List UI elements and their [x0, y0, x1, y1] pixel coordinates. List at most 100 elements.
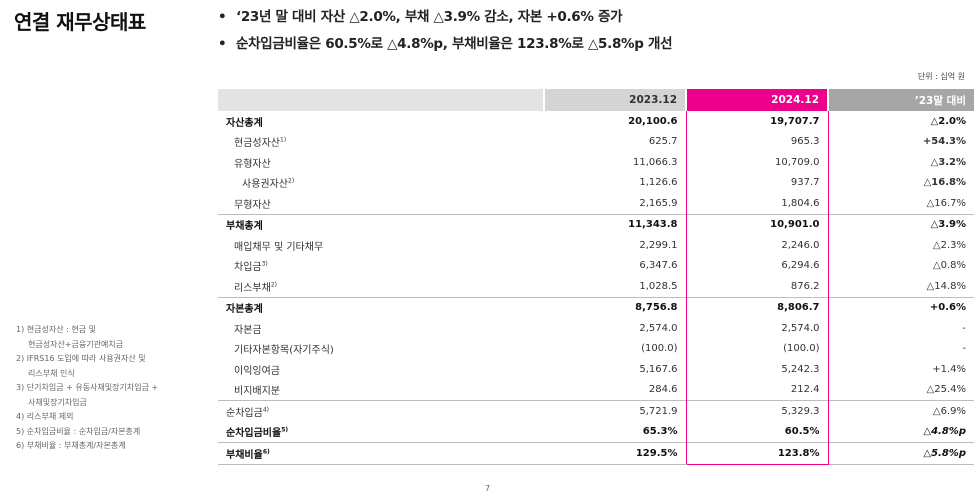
- value-change: △4.8%p: [923, 426, 966, 438]
- header-label-cell: [218, 89, 544, 111]
- value-2023: 1,126.6: [639, 177, 678, 189]
- footnotes: 1) 현금성자산 : 현금 및 현금성자산+금융기관예치금 2) IFRS16 …: [16, 323, 206, 454]
- value-2023: 2,574.0: [639, 322, 678, 334]
- table-row: 순차입금4) 5,721.9 5,329.3 △6.9%: [218, 400, 974, 422]
- table-row: 유형자산 11,066.3 10,709.0 △3.2%: [218, 152, 974, 173]
- table-row: 이익잉여금 5,167.6 5,242.3 +1.4%: [218, 359, 974, 380]
- value-2024: 8,806.7: [685, 296, 829, 318]
- footnote: 6) 부채비율 : 부채총계/자본총계: [16, 441, 126, 450]
- table-row: 무형자산 2,165.9 1,804.6 △16.7%: [218, 193, 974, 214]
- table-row: 기타자본항목(자기주식) (100.0) (100.0) -: [218, 338, 974, 359]
- summary-bullet: • ‘23년 말 대비 자산 △2.0%, 부채 △3.9% 감소, 자본 +0.…: [218, 6, 672, 33]
- value-2023: 1,028.5: [639, 280, 678, 292]
- bullet-dot-icon: •: [218, 36, 227, 52]
- bullet-dot-icon: •: [218, 9, 227, 25]
- table-header-row: 2023.12 2024.12 ’23말 대비: [218, 89, 974, 111]
- row-label: 리스부채2): [234, 281, 277, 294]
- row-label: 자본금: [234, 324, 262, 336]
- footnote: 5) 순차입금비율 : 순차입금/자본총계: [16, 426, 141, 436]
- header-2023: 2023.12: [543, 89, 686, 111]
- value-change: △6.9%: [828, 400, 974, 422]
- value-2024: 19,707.7: [685, 111, 829, 132]
- row-label: 유형자산: [234, 158, 271, 170]
- value-change: △0.8%: [932, 260, 966, 272]
- table-row: 매입채무 및 기타채무 2,299.1 2,246.0 △2.3%: [218, 235, 974, 256]
- value-change: -: [962, 322, 966, 334]
- value-2024: 5,242.3: [685, 359, 829, 380]
- row-label: 비지배지분: [234, 386, 280, 398]
- row-label: 현금성자산1): [234, 136, 287, 150]
- value-2023: 5,721.9: [544, 400, 686, 422]
- summary-bullets: • ‘23년 말 대비 자산 △2.0%, 부채 △3.9% 감소, 자본 +0.…: [218, 6, 673, 60]
- row-label: 부채비율6): [218, 442, 544, 465]
- value-2023: 65.3%: [642, 426, 678, 438]
- value-2024: 2,574.0: [685, 318, 829, 339]
- row-label: 사용권자산2): [242, 177, 295, 191]
- summary-bullet-text: ‘23년 말 대비 자산 △2.0%, 부채 △3.9% 감소, 자본 +0.6…: [236, 9, 623, 25]
- value-2024: 60.5%: [685, 421, 829, 443]
- row-label: 부채총계: [218, 213, 544, 235]
- balance-sheet-table: 2023.12 2024.12 ’23말 대비 자산총계 20,100.6 19…: [218, 89, 974, 465]
- value-2024: 5,329.3: [685, 400, 829, 422]
- table-row: 자본금 2,574.0 2,574.0 -: [218, 318, 974, 339]
- value-2024: 212.4: [685, 379, 829, 401]
- value-2023: 2,165.9: [639, 197, 678, 209]
- value-change: △3.2%: [930, 156, 966, 168]
- footnote: 4) 리스부채 제외: [16, 412, 74, 421]
- value-2023: 5,167.6: [639, 363, 678, 375]
- table-row: 자본총계 8,756.8 8,806.7 +0.6%: [218, 296, 974, 318]
- row-label: 자산총계: [226, 117, 263, 129]
- value-2024: 1,804.6: [685, 193, 829, 214]
- table-row: 사용권자산2) 1,126.6 937.7 △16.8%: [218, 172, 974, 193]
- value-2023: 129.5%: [544, 442, 686, 465]
- value-change: △2.3%: [932, 239, 966, 251]
- footnote: 사채및장기차입금: [28, 397, 87, 407]
- page-title: 연결 재무상태표: [14, 10, 146, 34]
- value-change: +0.6%: [828, 296, 974, 318]
- footnote: 3) 단기차입금 + 유동사채및장기차입금 +: [16, 383, 159, 392]
- row-label: 자본총계: [218, 296, 544, 318]
- value-change: △16.8%: [923, 177, 966, 189]
- table-row: 순차입금비율5) 65.3% 60.5% △4.8%p: [218, 421, 974, 443]
- footnote: 1) 현금성자산 : 현금 및: [16, 325, 96, 334]
- table-row: 비지배지분 284.6 212.4 △25.4%: [218, 379, 974, 401]
- value-2023: 11,066.3: [632, 156, 678, 168]
- value-2023: 625.7: [648, 136, 678, 148]
- page-number: 7: [484, 484, 491, 493]
- value-2023: 6,347.6: [639, 260, 678, 272]
- value-2024: 10,709.0: [685, 152, 829, 173]
- value-change: △14.8%: [926, 280, 966, 292]
- table-row: 자산총계 20,100.6 19,707.7 △2.0%: [218, 111, 974, 132]
- value-2024: 965.3: [685, 131, 829, 152]
- row-label: 매입채무 및 기타채무: [234, 241, 324, 253]
- footnote: 현금성자산+금융기관예치금: [28, 339, 124, 349]
- value-2024: 876.2: [685, 276, 829, 297]
- summary-bullet: • 순차입금비율은 60.5%로 △4.8%p, 부채비율은 123.8%로 △5…: [218, 33, 673, 60]
- table-row: 리스부채2) 1,028.5 876.2 △14.8%: [218, 276, 974, 297]
- value-2023: 284.6: [648, 384, 678, 396]
- row-label: 무형자산: [234, 199, 271, 211]
- row-label: 차입금3): [234, 260, 268, 274]
- value-2023: 11,343.8: [544, 213, 686, 235]
- value-2024: 937.7: [685, 172, 829, 193]
- footnote: 리스부채 인식: [28, 368, 75, 378]
- value-2024: 2,246.0: [685, 235, 829, 256]
- value-change: +54.3%: [922, 136, 966, 148]
- row-label: 기타자본항목(자기주식): [234, 345, 334, 357]
- value-2023: 20,100.6: [628, 115, 678, 127]
- table-row: 차입금3) 6,347.6 6,294.6 △0.8%: [218, 255, 974, 276]
- value-2024: 10,901.0: [685, 213, 829, 235]
- value-2024: 6,294.6: [685, 255, 829, 276]
- table-row: 현금성자산1) 625.7 965.3 +54.3%: [218, 131, 974, 152]
- value-change: △25.4%: [926, 384, 966, 396]
- table-row: 부채총계 11,343.8 10,901.0 △3.9%: [218, 213, 974, 235]
- value-change: △2.0%: [930, 115, 966, 127]
- header-2024: 2024.12: [685, 89, 828, 111]
- value-2024: 123.8%: [685, 442, 829, 465]
- header-change: ’23말 대비: [827, 89, 974, 111]
- footnote: 2) IFRS16 도입에 따라 사용권자산 및: [16, 354, 146, 363]
- summary-bullet-text: 순차입금비율은 60.5%로 △4.8%p, 부채비율은 123.8%로 △5.…: [236, 36, 673, 52]
- value-change: -: [962, 343, 966, 355]
- value-change: △16.7%: [926, 197, 966, 209]
- unit-label: 단위 : 십억 원: [917, 72, 965, 81]
